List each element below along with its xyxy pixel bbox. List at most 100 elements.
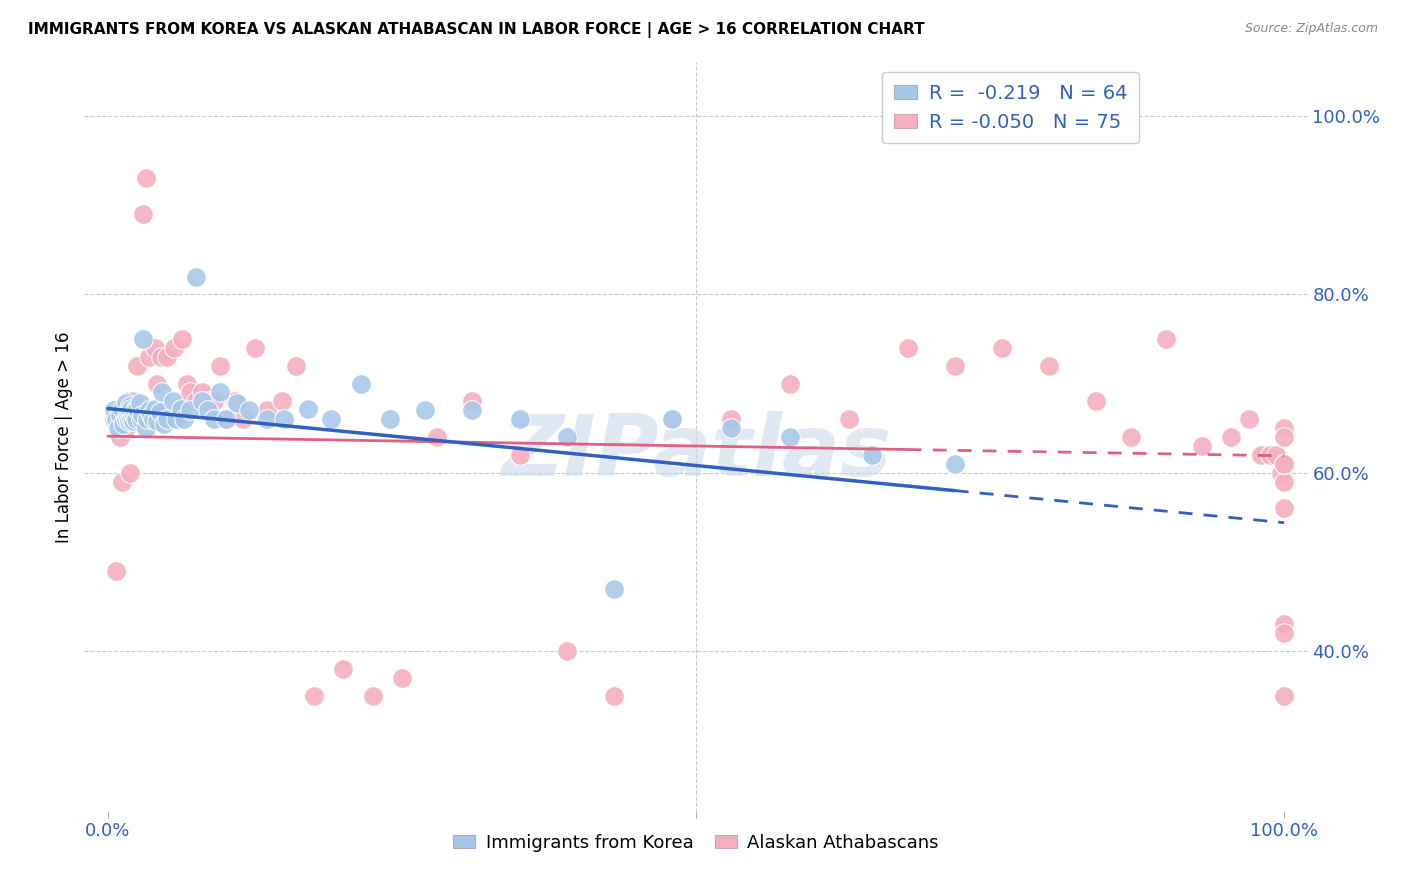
Point [107, 421, 129, 435]
Point [1270, 466, 1292, 480]
Point [461, 403, 484, 417]
Point [111, 475, 134, 489]
Point [1272, 501, 1295, 516]
Point [555, 430, 578, 444]
Point [162, 394, 184, 409]
Point [114, 412, 136, 426]
Point [131, 408, 153, 422]
Point [838, 412, 860, 426]
Point [273, 412, 295, 426]
Point [1156, 332, 1178, 346]
Point [1272, 421, 1295, 435]
Point [238, 403, 260, 417]
Point [361, 689, 384, 703]
Point [115, 405, 138, 419]
Point [661, 412, 683, 426]
Point [1272, 617, 1295, 632]
Point [1258, 448, 1281, 462]
Point [391, 671, 413, 685]
Point [197, 403, 219, 417]
Point [132, 207, 155, 221]
Point [105, 564, 128, 578]
Point [121, 394, 143, 409]
Point [720, 421, 742, 435]
Point [661, 412, 683, 426]
Point [1272, 626, 1295, 640]
Point [350, 376, 373, 391]
Point [1272, 457, 1295, 471]
Point [173, 412, 195, 426]
Point [943, 457, 966, 471]
Point [124, 403, 146, 417]
Point [943, 359, 966, 373]
Point [415, 403, 437, 417]
Point [111, 401, 134, 416]
Point [897, 341, 920, 355]
Point [256, 403, 278, 417]
Text: Source: ZipAtlas.com: Source: ZipAtlas.com [1244, 22, 1378, 36]
Point [121, 414, 143, 428]
Point [124, 403, 146, 417]
Point [163, 341, 186, 355]
Point [285, 359, 308, 373]
Point [1272, 475, 1295, 489]
Point [1121, 430, 1143, 444]
Point [214, 412, 236, 426]
Point [135, 171, 157, 186]
Point [509, 412, 531, 426]
Point [153, 403, 176, 417]
Point [103, 412, 125, 426]
Point [167, 403, 190, 417]
Point [142, 412, 165, 426]
Point [179, 403, 201, 417]
Text: IMMIGRANTS FROM KOREA VS ALASKAN ATHABASCAN IN LABOR FORCE | AGE > 16 CORRELATIO: IMMIGRANTS FROM KOREA VS ALASKAN ATHABAS… [28, 22, 925, 38]
Point [1272, 430, 1295, 444]
Point [208, 385, 231, 400]
Point [720, 412, 742, 426]
Point [120, 401, 142, 416]
Point [146, 414, 169, 428]
Point [141, 412, 163, 426]
Point [156, 350, 179, 364]
Point [165, 412, 187, 426]
Point [114, 421, 136, 435]
Point [184, 269, 207, 284]
Point [380, 412, 402, 426]
Point [122, 408, 145, 422]
Point [138, 350, 160, 364]
Point [120, 412, 142, 426]
Point [132, 332, 155, 346]
Point [105, 412, 128, 426]
Point [170, 401, 193, 416]
Point [426, 430, 449, 444]
Point [118, 414, 141, 428]
Point [127, 359, 149, 373]
Point [114, 396, 136, 410]
Point [191, 385, 214, 400]
Point [224, 394, 246, 409]
Point [143, 401, 166, 416]
Point [146, 376, 169, 391]
Point [232, 412, 254, 426]
Point [118, 403, 141, 417]
Point [108, 408, 131, 422]
Point [112, 417, 135, 431]
Point [117, 410, 139, 425]
Point [117, 394, 139, 409]
Text: ZIPatlas: ZIPatlas [501, 410, 891, 493]
Point [555, 644, 578, 658]
Point [150, 385, 173, 400]
Point [202, 394, 225, 409]
Point [1272, 689, 1295, 703]
Point [120, 399, 142, 413]
Point [125, 412, 148, 426]
Point [176, 376, 198, 391]
Point [779, 376, 801, 391]
Point [108, 430, 131, 444]
Point [208, 359, 231, 373]
Point [202, 412, 225, 426]
Point [1191, 439, 1213, 453]
Point [602, 689, 624, 703]
Point [779, 430, 801, 444]
Point [184, 394, 207, 409]
